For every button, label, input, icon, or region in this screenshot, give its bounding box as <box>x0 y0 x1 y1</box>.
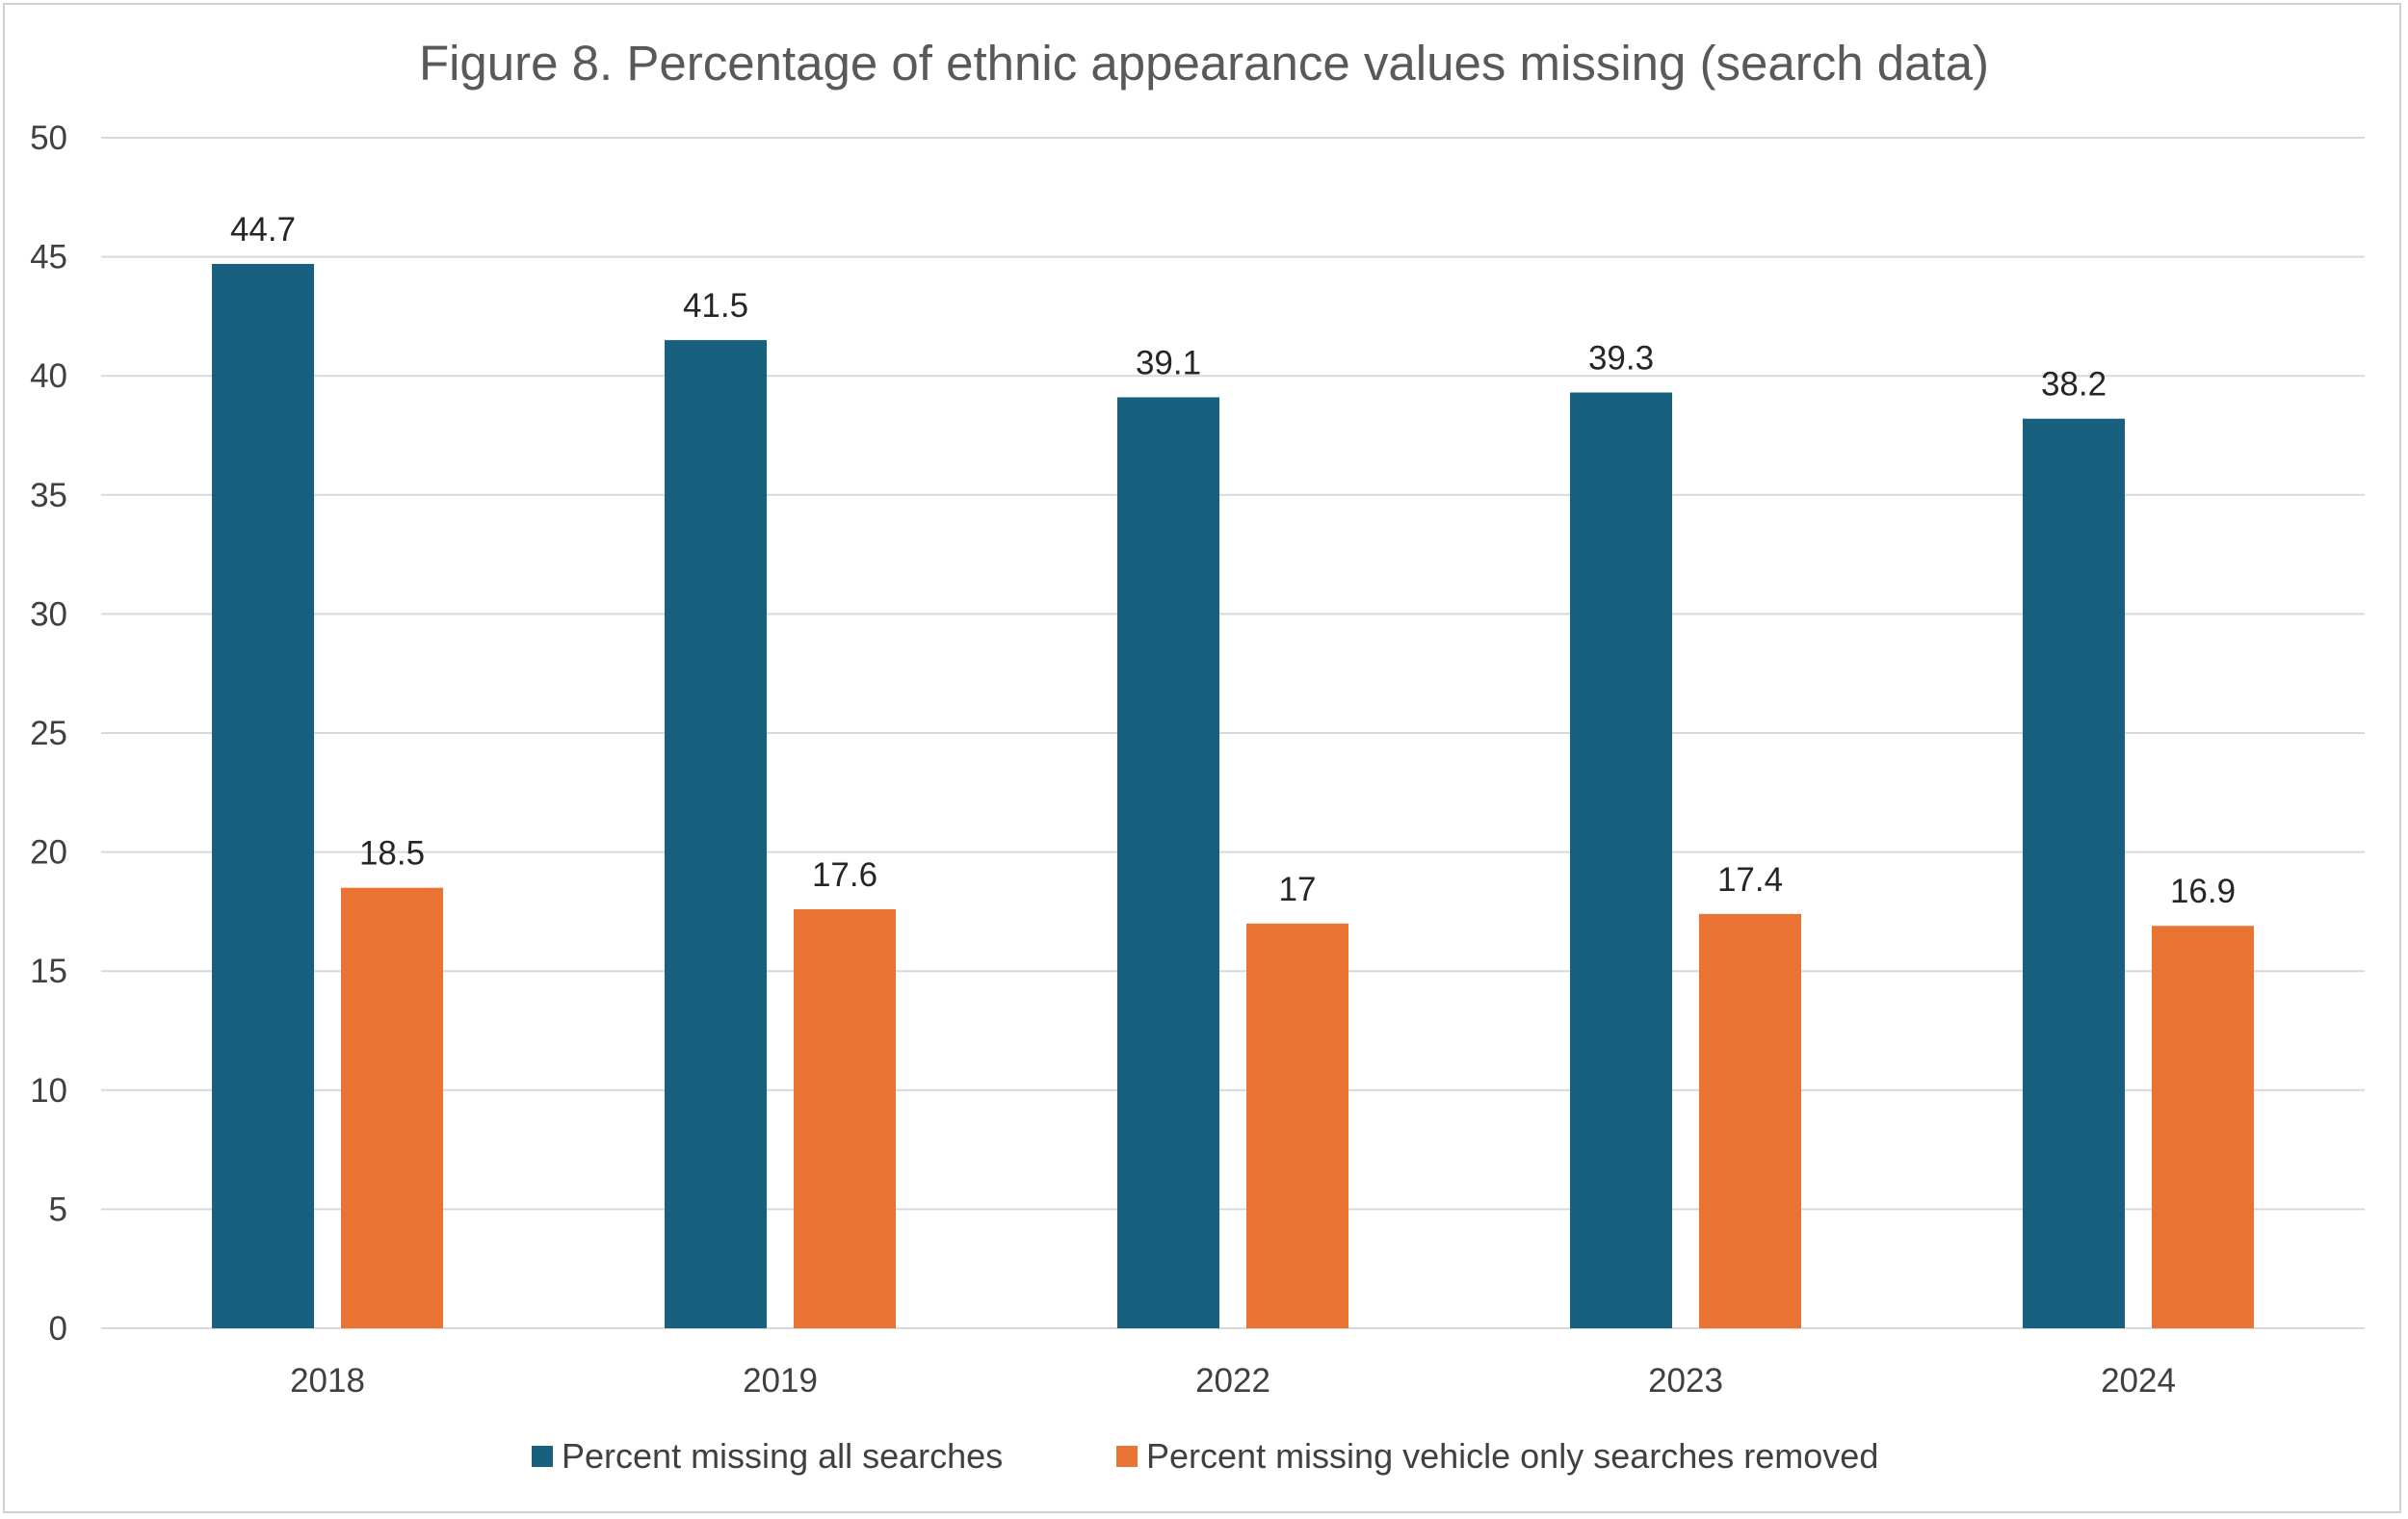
y-tick-label: 15 <box>30 953 67 990</box>
y-tick-label: 25 <box>30 715 67 752</box>
y-tick-label: 40 <box>30 357 67 395</box>
data-label: 18.5 <box>359 835 425 873</box>
gridlines <box>101 137 2365 1329</box>
data-label: 17.4 <box>1717 861 1783 899</box>
bar-vehicle-removed-2018 <box>341 887 443 1328</box>
legend-label: Percent missing vehicle only searches re… <box>1146 1436 1878 1476</box>
bar-vehicle-removed-2024 <box>2152 926 2254 1328</box>
legend: Percent missing all searches Percent miss… <box>532 1436 1878 1476</box>
bar-vehicle-removed-2019 <box>794 908 896 1328</box>
data-label: 17.6 <box>812 856 877 894</box>
data-label: 16.9 <box>2170 873 2236 910</box>
bar-all-searches-2022 <box>1117 397 1219 1328</box>
x-tick-label: 2024 <box>2101 1362 2176 1400</box>
data-label: 44.7 <box>230 211 296 249</box>
y-tick-label: 35 <box>30 477 67 514</box>
legend-label: Percent missing all searches <box>562 1436 1003 1476</box>
bar-vehicle-removed-2023 <box>1699 913 1801 1328</box>
y-tick-label: 45 <box>30 239 67 276</box>
bar-vehicle-removed-2022 <box>1246 923 1348 1328</box>
bars <box>212 264 2254 1328</box>
data-label: 17 <box>1279 871 1317 908</box>
y-tick-label: 20 <box>30 834 67 872</box>
y-axis-ticks: 0 5 10 15 20 25 30 35 40 45 50 <box>30 119 67 1348</box>
bar-all-searches-2023 <box>1570 392 1672 1328</box>
bar-all-searches-2019 <box>665 340 767 1328</box>
x-axis-ticks: 2018 2019 2022 2023 2024 <box>290 1362 2176 1400</box>
chart-title: Figure 8. Percentage of ethnic appearanc… <box>419 36 1989 91</box>
legend-swatch <box>532 1446 553 1467</box>
data-labels: 44.7 18.5 41.5 17.6 39.1 17 39.3 17.4 38.2 16.9 <box>230 211 2236 910</box>
y-tick-label: 30 <box>30 595 67 633</box>
data-label: 38.2 <box>2041 366 2107 404</box>
y-tick-label: 10 <box>30 1072 67 1110</box>
x-tick-label: 2022 <box>1195 1362 1270 1400</box>
data-label: 41.5 <box>683 287 748 325</box>
data-label: 39.1 <box>1136 344 1201 381</box>
x-tick-label: 2019 <box>743 1362 818 1400</box>
y-tick-label: 50 <box>30 119 67 157</box>
x-tick-label: 2018 <box>290 1362 365 1400</box>
x-tick-label: 2023 <box>1648 1362 1723 1400</box>
y-tick-label: 0 <box>49 1310 67 1348</box>
bar-all-searches-2018 <box>212 264 314 1328</box>
bar-all-searches-2024 <box>2023 418 2125 1328</box>
data-label: 39.3 <box>1588 340 1654 378</box>
y-tick-label: 5 <box>49 1191 67 1228</box>
legend-swatch <box>1116 1446 1138 1467</box>
